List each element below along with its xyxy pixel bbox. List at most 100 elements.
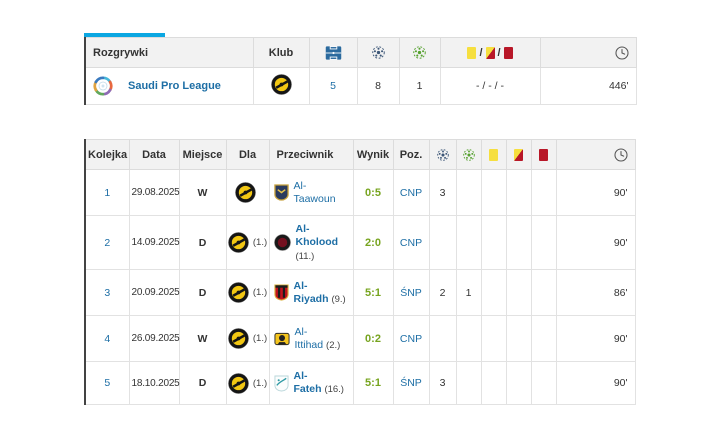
matches-column-header [308, 37, 358, 68]
yellow-card-icon [489, 148, 498, 161]
venue-cell: D [178, 215, 227, 270]
al-riyadh-crest[interactable] [273, 284, 289, 301]
date-cell: 18.10.2025 [128, 361, 180, 405]
al-taawoun-crest[interactable] [273, 184, 289, 201]
goals-cell [428, 315, 457, 362]
assist-ball-icon [413, 46, 426, 59]
matchday-link[interactable]: 1 [104, 186, 111, 199]
position-link[interactable]: CNP [399, 332, 423, 345]
season-matches-cell: 5 [308, 67, 358, 105]
minutes-cell: 90' [555, 169, 636, 216]
cards-column-header: / / [439, 37, 541, 68]
yellow-red-card-cell [505, 315, 532, 362]
al-ittihad-crest[interactable] [273, 331, 290, 347]
for-club-cell: (1.) [225, 361, 270, 405]
opponent-rank: (16.) [324, 384, 344, 395]
opponent-link[interactable]: Al- Riyadh [294, 280, 329, 305]
matches-header-row: Kolejka Data Miejsce Dla Przeciwnik Wyni… [84, 139, 636, 170]
opponent-link[interactable]: Al- Ittihad [295, 326, 324, 351]
yellow-card-cell [480, 215, 507, 270]
result-link[interactable]: 5:1 [365, 377, 381, 389]
position-cell: CNP [392, 215, 430, 270]
club-logo[interactable] [228, 328, 249, 349]
opponent-link[interactable]: Al- Fateh [294, 370, 322, 395]
active-tab-indicator[interactable] [84, 33, 165, 37]
opponent-cell: Al- Fateh (16.) [268, 361, 354, 405]
yellow-red-card-cell [505, 269, 532, 316]
goals-cell: 3 [428, 169, 457, 216]
result-link[interactable]: 5:1 [365, 286, 381, 299]
matchday-cell: 1 [84, 169, 130, 216]
opponent-link[interactable]: Al- Taawoun [294, 180, 336, 205]
match-row: 1 29.08.2025 W Al- Taawoun [84, 169, 636, 216]
club-logo[interactable] [228, 282, 249, 303]
position-link[interactable]: ŚNP [400, 377, 422, 389]
al-kholood-crest[interactable] [273, 234, 291, 251]
for-club-rank: (1.) [252, 333, 268, 344]
goal-ball-icon [371, 46, 385, 59]
club-logo[interactable] [228, 372, 249, 394]
season-goals-cell: 8 [356, 67, 400, 105]
for-club-rank: (1.) [252, 377, 268, 389]
club-header-label: Klub [268, 46, 294, 59]
result-column-header: Wynik [352, 139, 394, 170]
opponent-link[interactable]: Al- Kholood [296, 223, 339, 248]
position-link[interactable]: CNP [399, 186, 423, 199]
date-cell: 26.09.2025 [128, 315, 180, 362]
al-fateh-crest[interactable] [273, 375, 289, 392]
matchday-column-header: Kolejka [84, 139, 130, 170]
matchday-link[interactable]: 2 [104, 236, 111, 249]
assists-column-header [398, 37, 441, 68]
matches-table: Kolejka Data Miejsce Dla Przeciwnik Wyni… [84, 139, 636, 405]
assists-cell [455, 169, 482, 216]
position-cell: ŚNP [392, 361, 430, 405]
competition-link[interactable]: Saudi Pro League [128, 80, 221, 92]
for-club-rank: (1.) [252, 237, 268, 248]
assists-cell [455, 361, 482, 405]
for-club-cell: (1.) [225, 269, 270, 316]
season-assists-cell: 1 [398, 67, 441, 105]
yellow-red-card-cell [505, 169, 532, 216]
matchday-cell: 2 [84, 215, 130, 270]
assists-cell [455, 315, 482, 362]
clock-icon [614, 45, 629, 60]
result-link[interactable]: 0:2 [365, 332, 381, 345]
position-cell: CNP [392, 169, 430, 216]
venue-cell: D [178, 269, 227, 316]
opponent-cell: Al- Ittihad (2.) [268, 315, 354, 362]
opponent-name: Fateh [293, 383, 322, 395]
club-logo[interactable] [228, 232, 249, 253]
assists-cell: 1 [455, 269, 482, 316]
date-cell: 20.09.2025 [128, 269, 180, 316]
result-cell: 2:0 [352, 215, 394, 270]
opponent-name: Taawoun [293, 192, 336, 205]
yellow-red-card-icon [485, 46, 495, 59]
date-cell: 14.09.2025 [128, 215, 180, 270]
position-column-header: Poz. [392, 139, 430, 170]
venue-cell: D [178, 361, 227, 405]
position-link[interactable]: CNP [399, 236, 423, 249]
club-logo[interactable] [235, 182, 256, 203]
opponent-name: Riyadh [293, 292, 329, 305]
cards-separator: / [479, 46, 483, 59]
red-card-column-header [530, 139, 557, 170]
goals-column-header [428, 139, 457, 170]
season-minutes-cell: 446' [539, 67, 637, 105]
season-matches-link[interactable]: 5 [330, 80, 336, 92]
goals-cell [428, 215, 457, 270]
red-card-cell [530, 169, 557, 216]
pitch-icon [325, 45, 342, 60]
opponent-rank: (2.) [326, 339, 341, 351]
minutes-cell: 90' [555, 215, 636, 270]
position-link[interactable]: ŚNP [400, 286, 422, 299]
result-link[interactable]: 0:5 [365, 186, 381, 199]
yellow-red-card-cell [505, 361, 532, 405]
yellow-red-card-icon [514, 148, 523, 161]
club-logo[interactable] [270, 74, 292, 95]
matchday-link[interactable]: 4 [104, 332, 111, 345]
matchday-link[interactable]: 3 [104, 286, 111, 299]
matchday-link[interactable]: 5 [104, 377, 111, 389]
saudi-pro-league-logo[interactable] [93, 76, 113, 96]
season-row: Saudi Pro League 5 8 1 - / - / - 446' [84, 67, 637, 105]
result-link[interactable]: 2:0 [365, 236, 381, 249]
